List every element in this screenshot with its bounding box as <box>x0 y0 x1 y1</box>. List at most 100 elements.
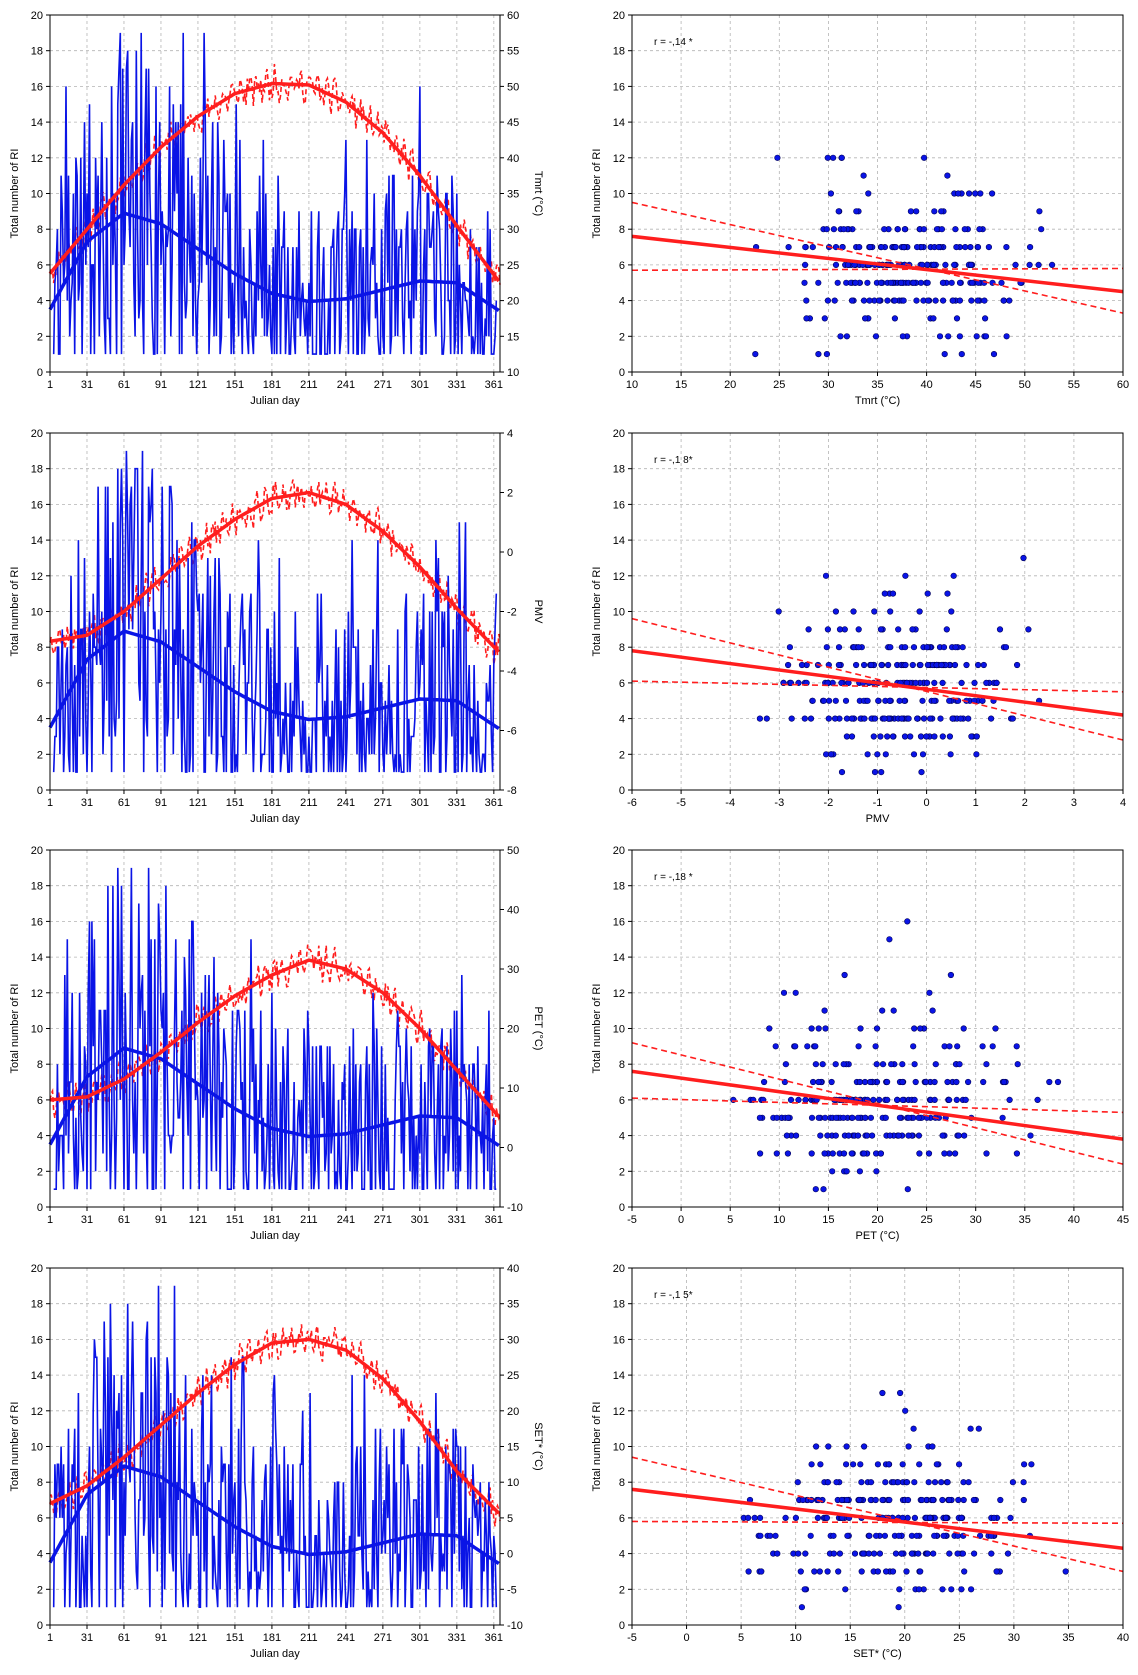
scatter-point <box>832 1132 839 1139</box>
scatter-point <box>909 626 916 633</box>
y-tick-label: 20 <box>613 10 625 22</box>
scatter-point <box>902 1407 909 1414</box>
blue-daily-series <box>52 32 498 355</box>
y-tick-label: 4 <box>619 1131 625 1143</box>
scatter-point <box>862 1114 869 1121</box>
scatter-point <box>889 1568 897 1575</box>
x-tick-label: -5 <box>627 1632 637 1644</box>
scatter-point <box>945 333 952 340</box>
scatter-point <box>815 1114 822 1121</box>
y-tick-label: 12 <box>31 571 43 583</box>
x-tick-label: 301 <box>411 1214 429 1226</box>
y-tick-label: 18 <box>613 881 625 893</box>
scatter-point <box>825 697 833 704</box>
scatter-point <box>882 751 889 758</box>
scatter-point <box>843 733 851 740</box>
x-tick-label: 211 <box>300 1214 318 1226</box>
scatter-point <box>773 1114 781 1121</box>
x-tick-label: 361 <box>485 379 503 391</box>
x-tick-label: 31 <box>81 797 93 809</box>
red-trend-curve <box>49 490 501 654</box>
y2-tick-label: 0 <box>507 1143 513 1155</box>
scatter-point <box>854 1132 862 1139</box>
scatter-point <box>821 315 828 322</box>
scatter-point <box>870 1096 877 1103</box>
scatter-point <box>953 1078 960 1086</box>
scatter-point <box>959 644 966 651</box>
x-tick-label: -1 <box>873 797 883 809</box>
scatter-point <box>1013 661 1021 669</box>
scatter-point <box>795 1550 802 1557</box>
blue-daily-series <box>52 1285 498 1608</box>
scatter-point <box>947 751 954 758</box>
scatter-point <box>835 644 843 651</box>
y-tick-label: 6 <box>619 260 625 272</box>
scatter-point <box>919 697 926 704</box>
y2-tick-label: 10 <box>507 1477 519 1489</box>
plot-area <box>631 918 1124 1193</box>
y-tick-label: 20 <box>31 10 43 22</box>
scatter-point <box>832 1061 839 1068</box>
scatter-point <box>944 1078 951 1086</box>
scatter-point <box>900 297 907 304</box>
plot-frame <box>631 1267 1124 1626</box>
y2-axis-label: PET (°C) <box>532 1007 544 1051</box>
x-axis-label: PET (°C) <box>856 1230 900 1242</box>
scatter-point <box>1020 1496 1027 1504</box>
x-tick-label: 61 <box>118 1214 130 1226</box>
scatter-point <box>932 297 939 304</box>
y-tick-label: 2 <box>37 749 43 761</box>
scatter-point <box>890 1007 897 1014</box>
scatter-point <box>905 715 912 722</box>
scatter-point <box>873 1168 880 1175</box>
y-tick-label: 2 <box>619 1584 625 1596</box>
scatter-point <box>915 1114 922 1121</box>
scatter-point <box>948 608 955 615</box>
scatter-point <box>990 1514 998 1521</box>
scatter-point <box>794 1479 801 1486</box>
scatter-point <box>997 1496 1004 1504</box>
scatter-point <box>842 697 850 704</box>
scatter-point <box>946 1043 953 1050</box>
scatter-point <box>903 1568 910 1575</box>
scatter-point <box>832 608 840 615</box>
scatter-point <box>939 1496 946 1504</box>
scatter-point <box>904 1496 912 1504</box>
scatter-point <box>882 1114 889 1121</box>
scatter-point <box>823 1514 831 1521</box>
scatter-point <box>833 1479 840 1486</box>
x-tick-label: 241 <box>337 797 355 809</box>
scatter-point <box>812 1186 819 1193</box>
scatter-point <box>940 644 948 651</box>
scatter-point <box>886 936 893 943</box>
scatter-point <box>896 1114 904 1121</box>
plot-area <box>631 554 1124 776</box>
y2-tick-label: 50 <box>507 81 519 93</box>
ci-lower-line <box>631 680 1124 693</box>
scatter-point <box>745 1568 752 1575</box>
x-tick-label: 151 <box>226 797 244 809</box>
scatter-point <box>788 715 795 722</box>
scatter-point <box>836 1550 844 1557</box>
chart-panel-1: 1 31 61 91 121 151 181 211 241 271 301 331 361 0 2 4 6 8 1… <box>9 10 544 407</box>
scatter-point <box>863 1132 871 1139</box>
x-tick-label: 30 <box>970 1214 982 1226</box>
y-tick-label: 16 <box>31 81 43 93</box>
y2-tick-label: 50 <box>507 845 519 857</box>
scatter-point <box>782 1514 789 1521</box>
scatter-point <box>855 644 862 651</box>
scatter-point <box>838 768 846 776</box>
scatter-point <box>809 697 816 704</box>
scatter-point <box>829 154 837 161</box>
correlation-annotation: r = -,18 * <box>654 872 693 883</box>
scatter-point <box>807 715 815 722</box>
y-tick-label: 18 <box>613 464 625 476</box>
scatter-point <box>953 315 961 322</box>
blue-trend-curve <box>48 1464 500 1565</box>
scatter-point <box>878 768 885 776</box>
y2-tick-label: 40 <box>507 905 519 917</box>
scatter-point <box>815 1025 822 1032</box>
scatter-point <box>866 297 873 304</box>
scatter-point <box>836 626 844 633</box>
plot-area <box>48 867 501 1190</box>
